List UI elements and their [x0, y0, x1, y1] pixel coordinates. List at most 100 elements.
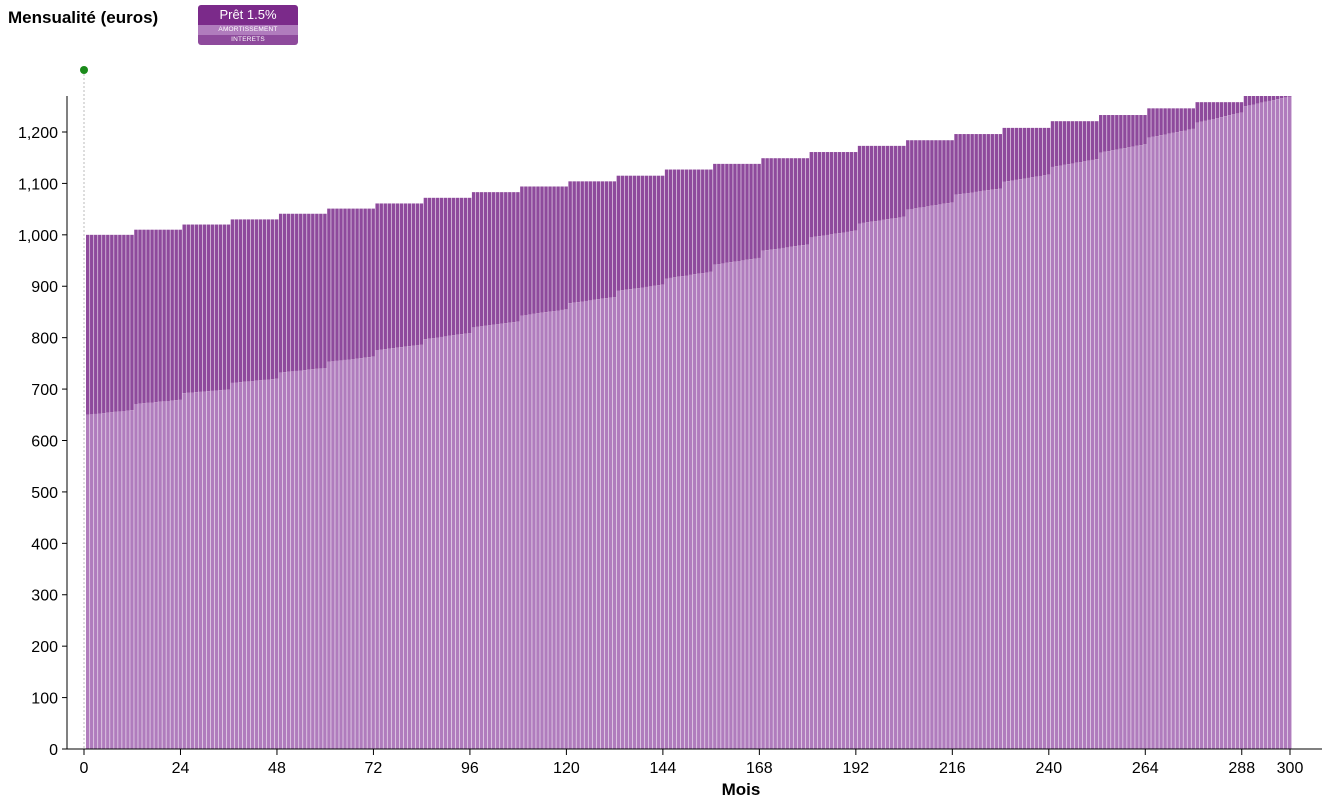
bar-interets[interactable] — [331, 208, 335, 362]
bar-interets[interactable] — [512, 192, 516, 323]
bar-amortissement[interactable] — [942, 203, 946, 750]
bar-interets[interactable] — [982, 134, 986, 191]
bar-interets[interactable] — [918, 140, 922, 208]
bar-interets[interactable] — [1014, 127, 1019, 180]
bar-interets[interactable] — [303, 213, 307, 371]
cursor-marker[interactable] — [80, 66, 88, 74]
bar-amortissement[interactable] — [1119, 148, 1123, 749]
bar-interets[interactable] — [672, 169, 677, 278]
bar-amortissement[interactable] — [488, 325, 492, 749]
bar-interets[interactable] — [705, 169, 709, 273]
bar-interets[interactable] — [1171, 108, 1175, 133]
bar-amortissement[interactable] — [552, 311, 556, 749]
bar-amortissement[interactable] — [954, 194, 958, 750]
bar-amortissement[interactable] — [90, 414, 94, 749]
bar-amortissement[interactable] — [632, 288, 637, 749]
bar-amortissement[interactable] — [1058, 165, 1063, 750]
bar-amortissement[interactable] — [628, 289, 633, 749]
bar-amortissement[interactable] — [853, 230, 858, 749]
bar-interets[interactable] — [1006, 127, 1011, 182]
bar-amortissement[interactable] — [684, 275, 689, 749]
bar-interets[interactable] — [282, 213, 287, 373]
bar-interets[interactable] — [1255, 96, 1260, 104]
bar-amortissement[interactable] — [202, 391, 207, 749]
bar-amortissement[interactable] — [596, 299, 601, 749]
bar-amortissement[interactable] — [327, 361, 331, 749]
bar-interets[interactable] — [1151, 108, 1155, 137]
bar-interets[interactable] — [1058, 121, 1063, 166]
bar-interets[interactable] — [564, 186, 568, 310]
bar-amortissement[interactable] — [1115, 149, 1119, 749]
bar-interets[interactable] — [914, 140, 918, 209]
bar-interets[interactable] — [299, 213, 303, 371]
bar-amortissement[interactable] — [970, 192, 974, 750]
bar-amortissement[interactable] — [122, 411, 126, 749]
bar-interets[interactable] — [689, 169, 693, 275]
bar-amortissement[interactable] — [902, 216, 906, 749]
bar-amortissement[interactable] — [1034, 176, 1039, 749]
bar-interets[interactable] — [500, 192, 504, 324]
bar-interets[interactable] — [1259, 96, 1264, 103]
bar-amortissement[interactable] — [998, 188, 1003, 750]
bar-interets[interactable] — [841, 152, 846, 233]
bar-interets[interactable] — [190, 224, 194, 393]
bar-interets[interactable] — [226, 224, 231, 390]
bar-amortissement[interactable] — [1223, 116, 1228, 749]
bar-interets[interactable] — [246, 219, 251, 382]
bar-amortissement[interactable] — [459, 334, 464, 749]
bar-amortissement[interactable] — [110, 412, 114, 749]
bar-amortissement[interactable] — [833, 233, 838, 749]
bar-interets[interactable] — [1195, 102, 1199, 123]
bar-interets[interactable] — [90, 234, 94, 415]
legend-item-amortissement[interactable]: AMORTISSEMENT — [198, 25, 298, 35]
bar-interets[interactable] — [1022, 127, 1027, 179]
bar-amortissement[interactable] — [668, 277, 673, 749]
bar-interets[interactable] — [1139, 115, 1143, 146]
bar-amortissement[interactable] — [1179, 131, 1183, 750]
bar-interets[interactable] — [588, 181, 592, 301]
bar-interets[interactable] — [516, 192, 520, 322]
bar-amortissement[interactable] — [1275, 99, 1280, 750]
bar-amortissement[interactable] — [898, 217, 902, 749]
bar-amortissement[interactable] — [797, 245, 802, 749]
bar-interets[interactable] — [664, 169, 669, 279]
bar-amortissement[interactable] — [1042, 175, 1047, 749]
bar-interets[interactable] — [431, 197, 436, 339]
bar-amortissement[interactable] — [98, 413, 102, 749]
bar-amortissement[interactable] — [439, 336, 444, 749]
bar-interets[interactable] — [138, 229, 142, 404]
bar-amortissement[interactable] — [407, 346, 412, 749]
bar-interets[interactable] — [355, 208, 359, 359]
bar-interets[interactable] — [1279, 96, 1284, 99]
bar-interets[interactable] — [644, 175, 649, 287]
bar-interets[interactable] — [479, 192, 484, 327]
bar-amortissement[interactable] — [721, 263, 725, 749]
bar-amortissement[interactable] — [387, 348, 391, 749]
bar-amortissement[interactable] — [1151, 136, 1155, 750]
bar-interets[interactable] — [234, 219, 239, 383]
bar-interets[interactable] — [616, 175, 621, 291]
bar-amortissement[interactable] — [781, 247, 785, 749]
bar-amortissement[interactable] — [809, 237, 814, 749]
bar-interets[interactable] — [1018, 127, 1023, 180]
bar-amortissement[interactable] — [443, 336, 448, 749]
bar-amortissement[interactable] — [946, 203, 950, 750]
bar-amortissement[interactable] — [347, 359, 351, 749]
bar-interets[interactable] — [813, 152, 818, 237]
bar-interets[interactable] — [825, 152, 830, 235]
bar-amortissement[interactable] — [371, 356, 375, 749]
bar-amortissement[interactable] — [1095, 159, 1099, 750]
bar-interets[interactable] — [1034, 127, 1039, 177]
bar-amortissement[interactable] — [725, 262, 729, 749]
bar-interets[interactable] — [950, 140, 954, 203]
bar-amortissement[interactable] — [1018, 179, 1023, 749]
bar-interets[interactable] — [733, 163, 737, 262]
bar-interets[interactable] — [447, 197, 452, 336]
bar-interets[interactable] — [198, 224, 203, 392]
bar-interets[interactable] — [1283, 96, 1288, 98]
bar-amortissement[interactable] — [383, 349, 387, 749]
bar-amortissement[interactable] — [86, 414, 90, 749]
bar-interets[interactable] — [122, 234, 126, 411]
bar-interets[interactable] — [1247, 96, 1252, 106]
bar-amortissement[interactable] — [528, 314, 532, 749]
